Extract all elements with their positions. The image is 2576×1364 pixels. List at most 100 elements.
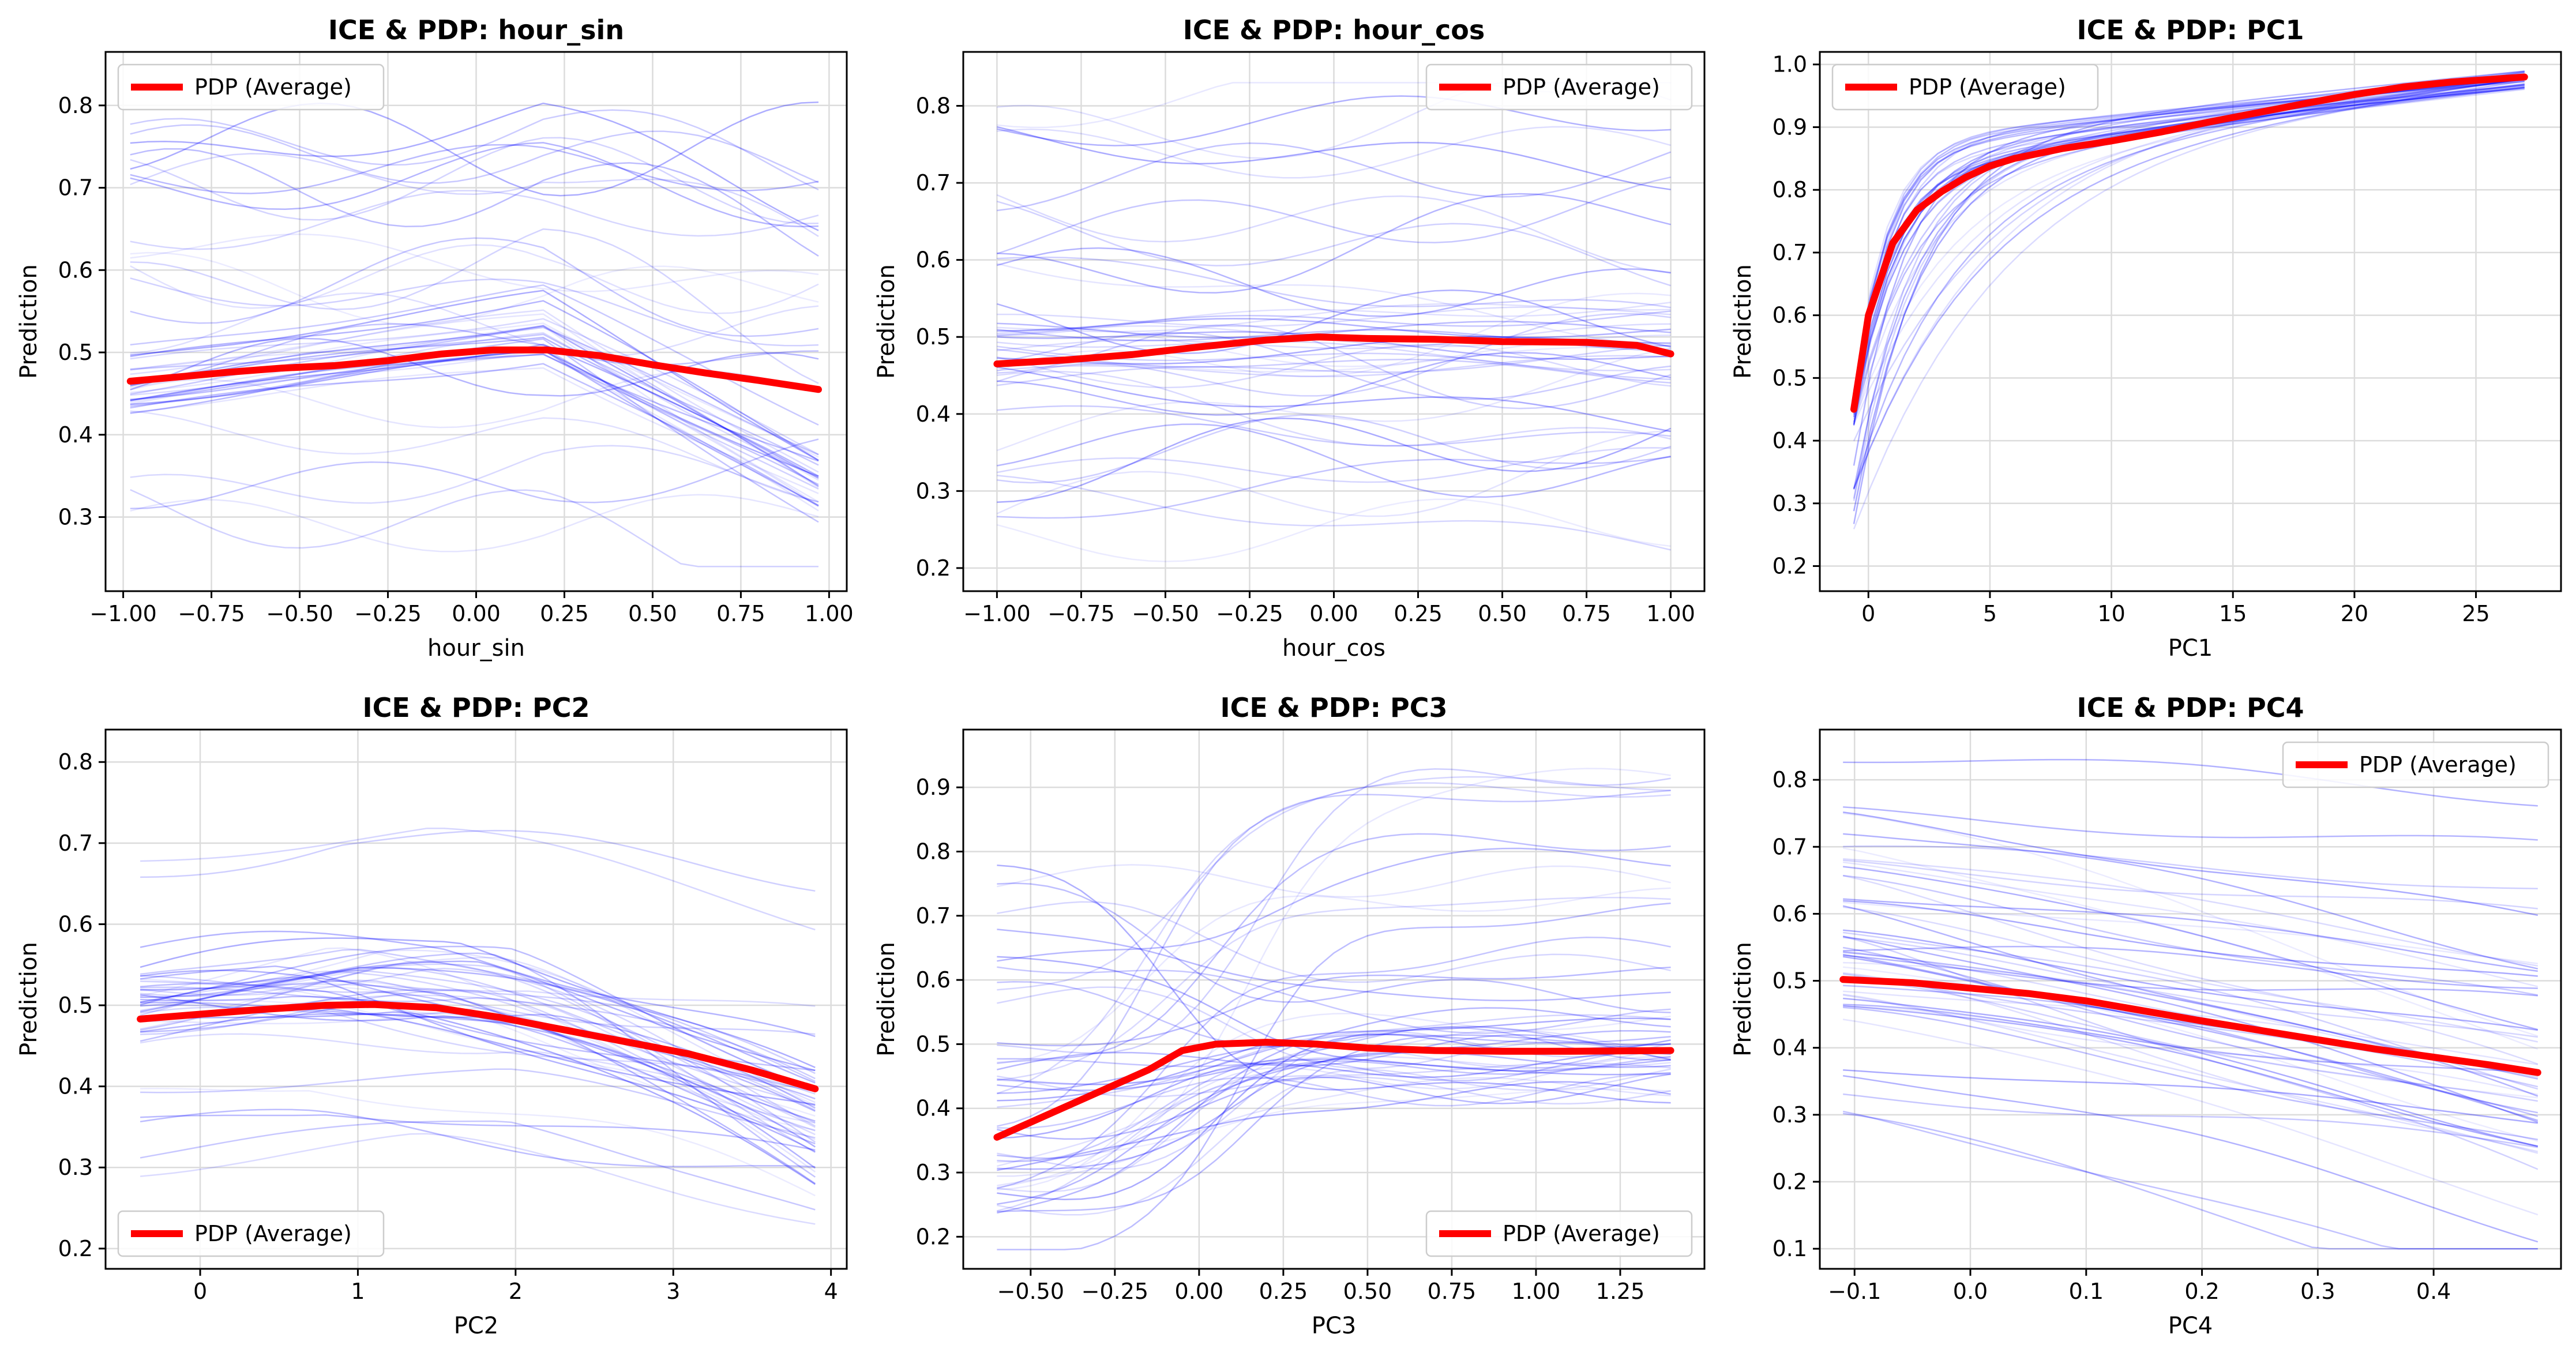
ice-curve [1843, 874, 2539, 996]
ice-curve [140, 975, 816, 1074]
subplot-5: −0.50 −0.25 0.00 0.25 0.50 0.75 1.00 1.25 0.2 0.3… [873, 692, 1706, 1339]
y-tick-label: 0.7 [58, 831, 93, 856]
subplot-title: ICE & PDP: hour_cos [1183, 14, 1485, 46]
ice-curve [997, 1073, 1671, 1129]
ice-curve [997, 833, 1671, 1060]
x-tick-label: 0.1 [2069, 1279, 2104, 1304]
ice-curves [130, 102, 819, 568]
y-tick-label: 0.2 [58, 1236, 93, 1261]
ice-curve [997, 1052, 1671, 1139]
ice-curve [1843, 1093, 2539, 1148]
ice-curve [1853, 84, 2525, 405]
y-tick-label: 0.4 [58, 422, 93, 448]
ice-curve [997, 95, 1671, 146]
ice-curve [140, 1013, 816, 1185]
legend-box [117, 1210, 385, 1257]
y-tick-label: 0.4 [1773, 428, 1807, 453]
ice-curve [997, 313, 1671, 397]
ice-curve [1853, 76, 2525, 489]
ice-curve [1843, 901, 2538, 965]
ice-curve [130, 144, 819, 194]
ice-curve [996, 347, 1671, 452]
ice-curve [130, 102, 819, 197]
ice-curve [130, 326, 819, 456]
ice-curve [140, 976, 816, 1152]
y-tick-label: 0.7 [916, 903, 951, 929]
subplot-6: −0.1 0.0 0.1 0.2 0.3 0.4 0.1 0.2 0.3 0.4 0.5 0.6 0.7… [1730, 692, 2562, 1339]
ice-curve [1843, 806, 2538, 841]
legend: PDP (Average) [1831, 63, 2099, 111]
y-tick-label: 1.0 [1773, 52, 1807, 77]
y-tick-label: 0.5 [916, 324, 951, 350]
plot-frame [962, 728, 1706, 1270]
ice-curve [130, 325, 819, 487]
x-tick-label: 0.50 [1478, 601, 1527, 626]
ice-curve [1843, 858, 2539, 967]
ice-curve [130, 367, 819, 494]
ice-curve [997, 247, 1671, 317]
legend-box [117, 63, 385, 111]
x-tick-label: 0.00 [1175, 1279, 1224, 1304]
ice-curve [1842, 874, 2539, 1065]
ice-curve [1853, 78, 2525, 425]
ice-curve [997, 340, 1671, 371]
ice-curve [140, 983, 816, 1007]
y-tick-label: 0.7 [916, 170, 951, 196]
ice-curve [140, 947, 816, 1141]
ice-curve [997, 126, 1671, 190]
ice-curve [997, 126, 1671, 179]
x-tick-label: 0.00 [1309, 601, 1358, 626]
ice-curve [997, 1077, 1671, 1186]
ice-curve [130, 228, 819, 384]
ice-curve [1843, 972, 2539, 1152]
y-tick-label: 0.7 [1773, 834, 1807, 859]
ice-curve [997, 1075, 1671, 1105]
y-tick-label: 0.5 [58, 340, 93, 365]
ice-curve [130, 309, 819, 473]
subplot-3: 0 5 10 15 20 25 0.2 0.3 0.4 0.5 0.6 0.7 0.8 0.9 1.0 ICE… [1730, 14, 2562, 662]
x-tick-label: 0.4 [2416, 1279, 2451, 1304]
ice-curve [130, 124, 819, 184]
x-tick-label: 4 [824, 1279, 838, 1304]
ice-curve [1843, 993, 2539, 1154]
x-tick-label: 0.75 [716, 601, 765, 626]
x-tick-label: 0.0 [1953, 1279, 1988, 1304]
ice-curve [1843, 1005, 2539, 1147]
x-tick-label: −0.50 [997, 1279, 1064, 1304]
ice-curve [997, 301, 1671, 337]
ice-curve [130, 277, 819, 347]
ice-curve [140, 963, 816, 1123]
ice-curve [140, 1011, 816, 1185]
ice-curve [1853, 78, 2525, 489]
ice-curve [140, 945, 816, 1091]
ice-curve [1843, 1006, 2539, 1141]
ice-curve [997, 790, 1671, 1127]
ice-curve [1843, 966, 2539, 1142]
y-tick-label: 0.6 [58, 911, 93, 937]
ice-curve [1843, 1113, 2538, 1250]
ice-curve [997, 1048, 1671, 1163]
y-tick-label: 0.3 [58, 1155, 93, 1180]
x-tick-label: 0 [193, 1279, 207, 1304]
y-tick-label: 0.4 [916, 401, 951, 427]
x-tick-label: 0.25 [540, 601, 589, 626]
x-tick-label: −0.25 [354, 601, 421, 626]
y-axis-label: Prediction [16, 942, 42, 1057]
ice-curve [130, 153, 819, 237]
ice-curve [997, 1013, 1671, 1191]
ice-curve [130, 102, 819, 231]
x-tick-label: 0.25 [1394, 601, 1443, 626]
ice-curve [997, 1088, 1671, 1163]
ice-curve [1853, 84, 2525, 392]
legend-label: PDP (Average) [1909, 74, 2066, 100]
ice-curve [997, 966, 1671, 1047]
ice-curve [130, 324, 819, 489]
ice-curve [997, 371, 1671, 447]
ice-curve [130, 410, 819, 503]
pdp-line [137, 1001, 819, 1092]
y-tick-label: 0.6 [916, 967, 951, 993]
ice-curve [130, 251, 819, 326]
ice-curve [130, 438, 819, 510]
ice-curve [1843, 833, 2539, 970]
x-tick-label: 1.25 [1596, 1279, 1645, 1304]
